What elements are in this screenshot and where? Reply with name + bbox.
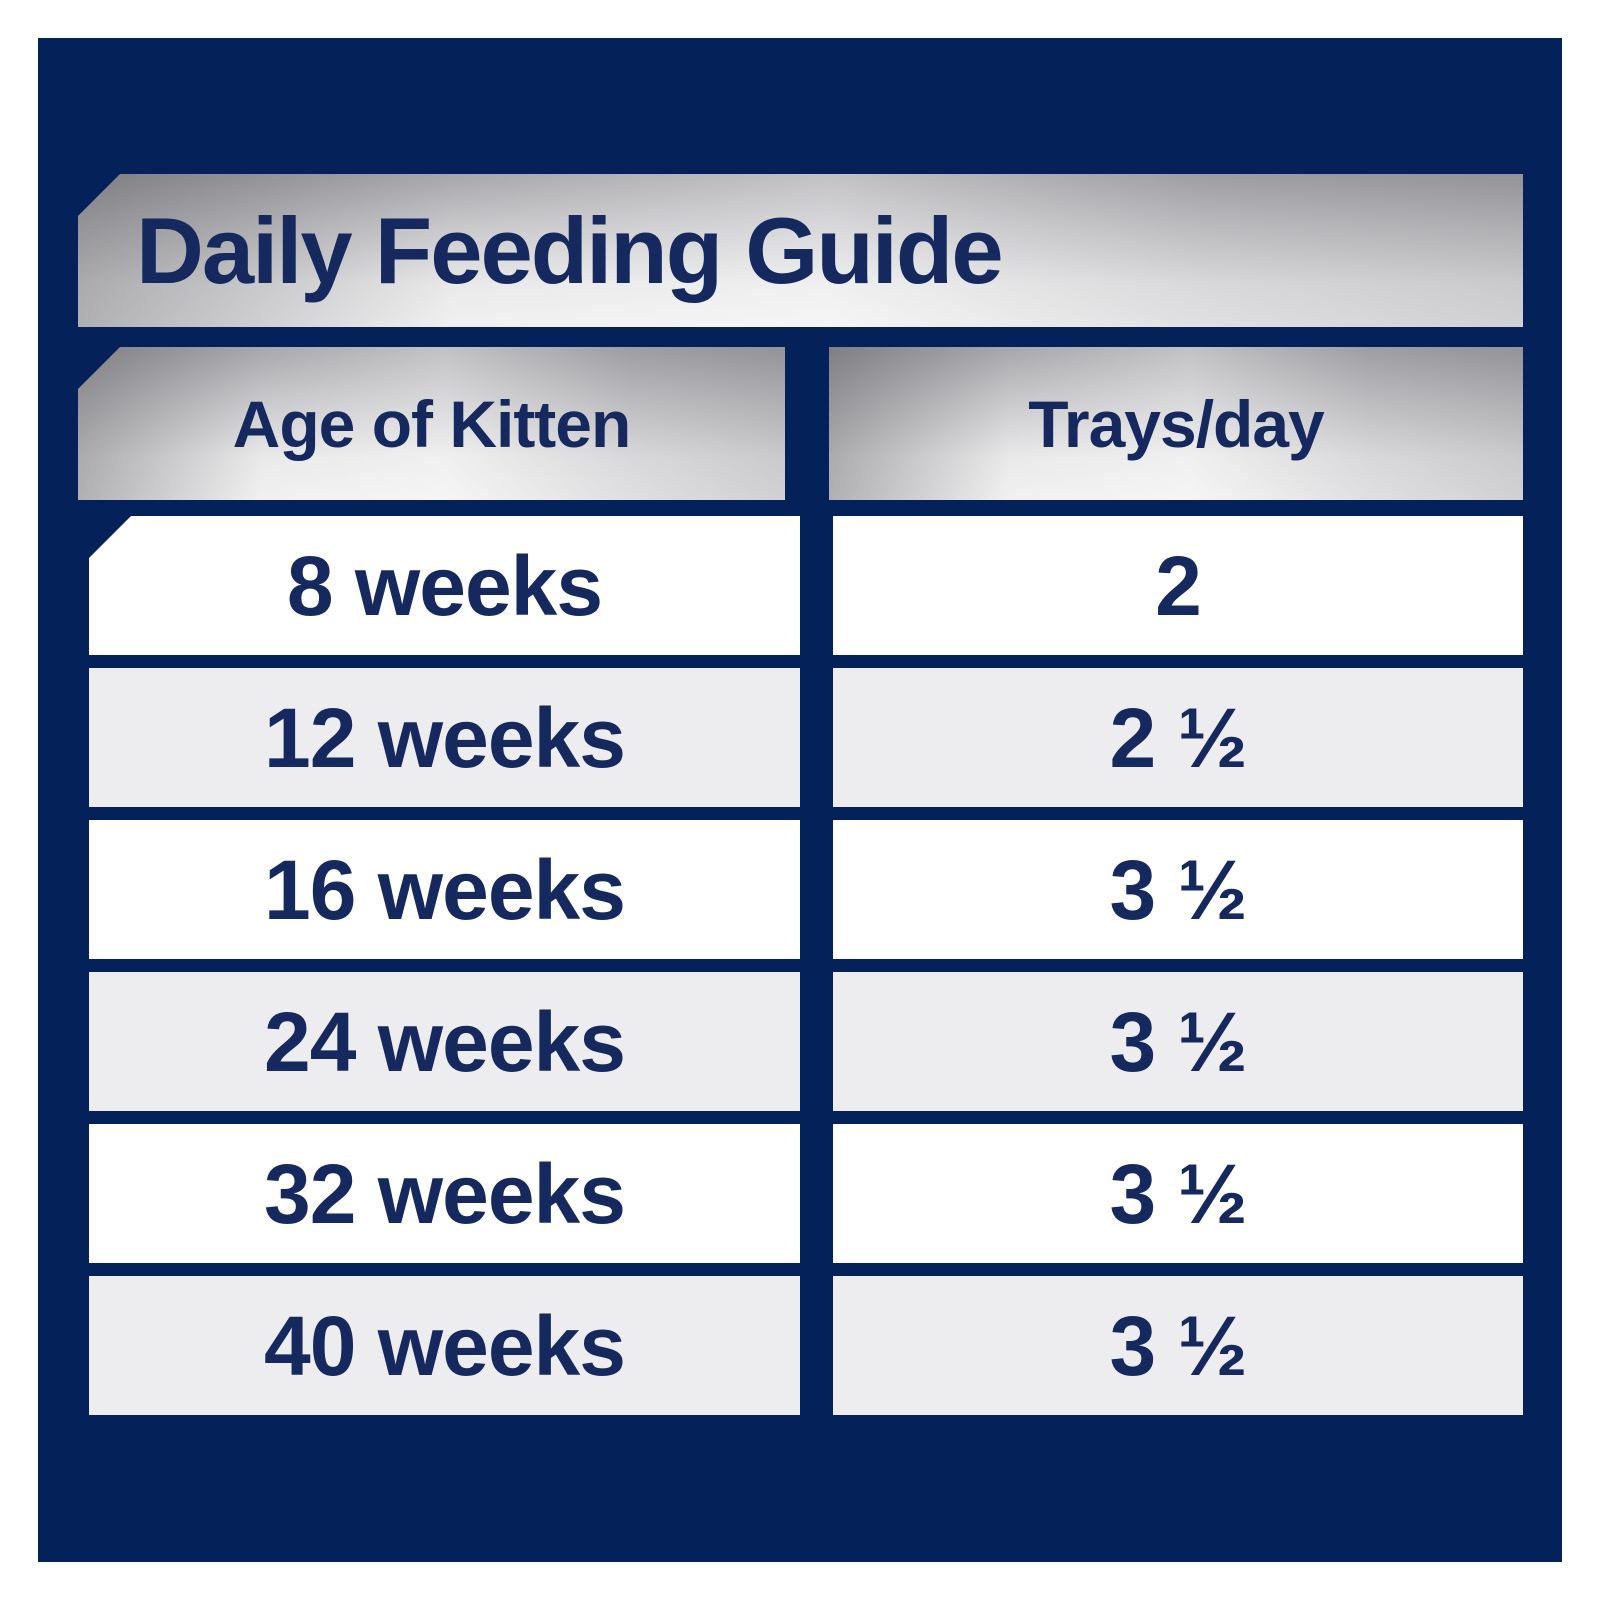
title-banner: Daily Feeding Guide [78,174,1523,327]
navy-panel: Daily Feeding Guide Age of Kitten Trays/… [38,38,1562,1562]
trays-value: 3 ½ [1109,842,1247,937]
age-value: 24 weeks [264,994,626,1089]
table-row-2-trays-cell: 2 ½ [833,668,1523,807]
age-value: 8 weeks [286,538,603,633]
table-row-6-age-cell: 40 weeks [89,1276,800,1415]
age-value: 16 weeks [264,842,626,937]
table-row-6-trays-cell: 3 ½ [833,1276,1523,1415]
table-row-5-age-cell: 32 weeks [89,1124,800,1263]
table-row-3-age-cell: 16 weeks [89,820,800,959]
age-value: 32 weeks [264,1146,626,1241]
trays-value: 3 ½ [1109,1298,1247,1393]
age-value: 12 weeks [264,690,626,785]
column-header-trays-label: Trays/day [1028,386,1325,461]
table-row-1-age-cell: 8 weeks [89,516,800,655]
table-row-1-trays-cell: 2 [833,516,1523,655]
table-row-4-trays-cell: 3 ½ [833,972,1523,1111]
table-row-5-trays-cell: 3 ½ [833,1124,1523,1263]
trays-value: 3 ½ [1109,994,1247,1089]
column-header-trays: Trays/day [829,347,1523,500]
table-row-2-age-cell: 12 weeks [89,668,800,807]
column-header-age: Age of Kitten [78,347,785,500]
column-header-age-label: Age of Kitten [232,386,632,461]
trays-value: 2 [1155,538,1202,633]
page-title: Daily Feeding Guide [136,197,1004,303]
age-value: 40 weeks [264,1298,626,1393]
trays-value: 2 ½ [1109,690,1247,785]
trays-value: 3 ½ [1109,1146,1247,1241]
table-row-3-trays-cell: 3 ½ [833,820,1523,959]
table-row-4-age-cell: 24 weeks [89,972,800,1111]
